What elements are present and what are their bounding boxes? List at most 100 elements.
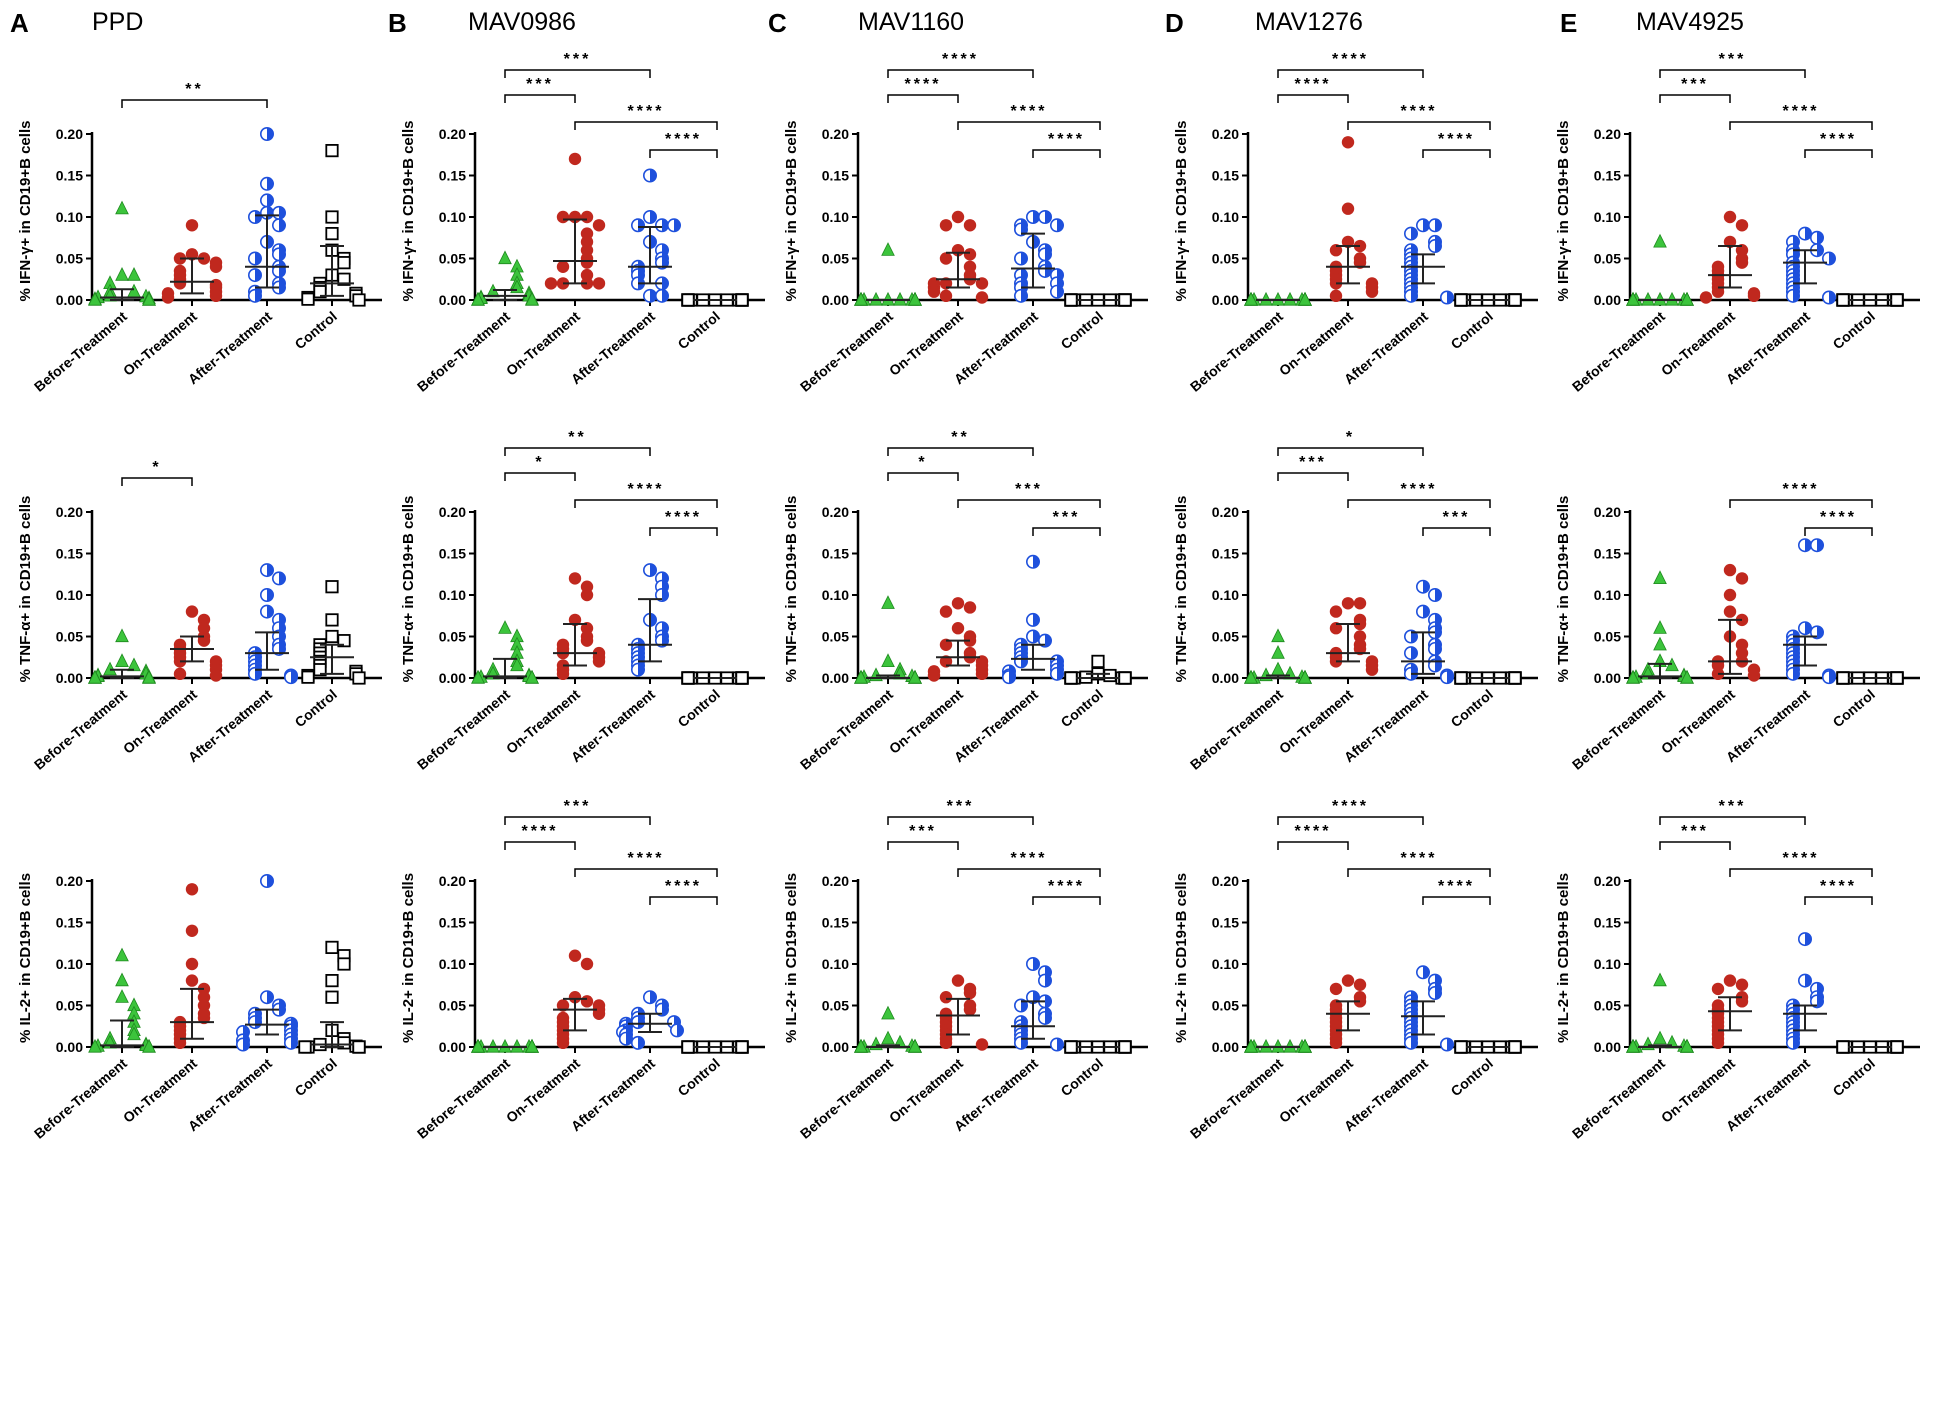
x-tick-label: On-Treatment [886,686,966,757]
After-Treatment-point [1038,1010,1053,1025]
significance-bracket: **** [1422,131,1491,158]
series-On-Treatment [1699,210,1761,304]
panel-1-3: 0.00 0.05 0.10 0.15 0.20 % TNF-α+ in CD19+B c… [1173,429,1538,773]
On-Treatment-point [580,995,594,1008]
x-tick-label: Control [675,686,723,730]
After-Treatment-point [259,587,274,602]
Before-Treatment-point [88,1038,102,1053]
On-Treatment-point [580,634,594,647]
Control-point [681,1040,695,1054]
After-Treatment-point [248,268,263,283]
After-Treatment-point [1428,218,1443,233]
series-On-Treatment [170,605,223,682]
Control-point [1454,671,1468,685]
series-Control [1064,293,1132,307]
After-Treatment-point [654,587,669,602]
y-tick-label: 0.20 [1594,873,1621,889]
y-axis-label: % IL-2+ in CD19+B cells [783,873,800,1043]
After-Treatment-point [1428,986,1443,1001]
Before-Treatment-point [142,1038,156,1053]
significance-label: **** [1820,509,1857,526]
Before-Treatment-point [115,267,129,281]
panel-1-4: 0.00 0.05 0.10 0.15 0.20 % TNF-α+ in CD19+B c… [1555,481,1920,773]
Control-point [1064,293,1078,307]
series-Before-Treatment [854,242,922,306]
On-Treatment-point [927,285,941,298]
series-Control [681,1040,749,1054]
series-On-Treatment [161,219,223,304]
After-Treatment-point [1822,290,1837,305]
y-tick-label: 0.15 [822,168,849,184]
significance-label: ** [185,81,203,98]
Before-Treatment-point [498,250,512,265]
y-tick-label: 0.05 [822,998,849,1014]
Control-point [681,293,695,307]
significance-label: *** [1299,454,1327,471]
significance-bracket: * [504,454,576,481]
y-tick-label: 0.15 [1594,915,1621,931]
x-tick-label: Control [675,1055,723,1099]
On-Treatment-point [1329,982,1343,996]
Control-point [1890,1040,1904,1054]
y-axis-label: % IL-2+ in CD19+B cells [17,873,34,1043]
panel-2-4: 0.00 0.05 0.10 0.15 0.20 % IL-2+ in CD19+B ce… [1555,798,1920,1142]
On-Treatment-point [161,291,175,304]
Before-Treatment-point [498,620,512,634]
significance-label: **** [522,823,559,840]
Before-Treatment-point [881,1005,895,1020]
y-tick-label: 0.05 [1594,629,1621,645]
x-tick-label: Control [1448,308,1496,352]
Before-Treatment-point [88,291,102,306]
Control-point [298,1040,312,1054]
series-After-Treatment [628,563,672,677]
Before-Treatment-point [525,669,539,684]
On-Treatment-point [1723,210,1737,224]
After-Treatment-point [654,255,669,270]
y-tick-label: 0.00 [1212,292,1239,308]
series-After-Treatment [1401,965,1455,1052]
significance-bracket: **** [1277,76,1349,103]
significance-label: **** [1438,878,1475,895]
series-Before-Treatment [1626,972,1694,1053]
x-tick-label: On-Treatment [1276,1055,1356,1126]
After-Treatment-point [1822,251,1837,266]
series-Before-Treatment [854,595,922,684]
y-tick-label: 0.05 [1594,998,1621,1014]
x-tick-label: On-Treatment [1276,686,1356,757]
On-Treatment-point [556,1036,570,1050]
Before-Treatment-point [1653,972,1667,987]
After-Treatment-point [1798,226,1813,241]
After-Treatment-point [271,247,286,262]
series-Control [1064,1040,1132,1054]
Control-point [301,670,315,684]
After-Treatment-point [1404,646,1419,661]
x-tick-label: Before-Treatment [797,686,896,773]
panel-title-b: MAV0986 [468,8,576,36]
y-tick-label: 0.20 [56,873,83,889]
On-Treatment-point [1341,202,1355,215]
y-tick-label: 0.10 [1594,587,1621,603]
x-tick-label: On-Treatment [1276,308,1356,379]
On-Treatment-point [568,613,582,627]
After-Treatment-point [248,288,263,303]
After-Treatment-point [1416,579,1431,594]
panel-letter-d: D [1165,8,1184,38]
Control-point [1064,671,1078,685]
x-tick-label: Before-Treatment [797,1055,896,1142]
After-Treatment-point [630,218,645,233]
On-Treatment-point [1723,235,1737,249]
On-Treatment-point [1735,572,1749,585]
significance-bracket: *** [887,823,959,850]
y-tick-label: 0.10 [822,956,849,972]
panel-1-2: 0.00 0.05 0.10 0.15 0.20 % TNF-α+ in CD19+B c… [783,429,1148,773]
series-Before-Treatment [471,1038,539,1053]
Control-point [1103,668,1117,683]
significance-bracket: ** [504,429,651,456]
x-tick-label: Control [1058,1055,1106,1099]
Control-point [337,957,351,971]
significance-label: **** [1783,481,1820,498]
After-Treatment-point [283,1035,298,1050]
y-tick-label: 0.05 [1212,998,1239,1014]
series-Before-Treatment [471,250,539,306]
series-On-Treatment [1708,974,1752,1050]
